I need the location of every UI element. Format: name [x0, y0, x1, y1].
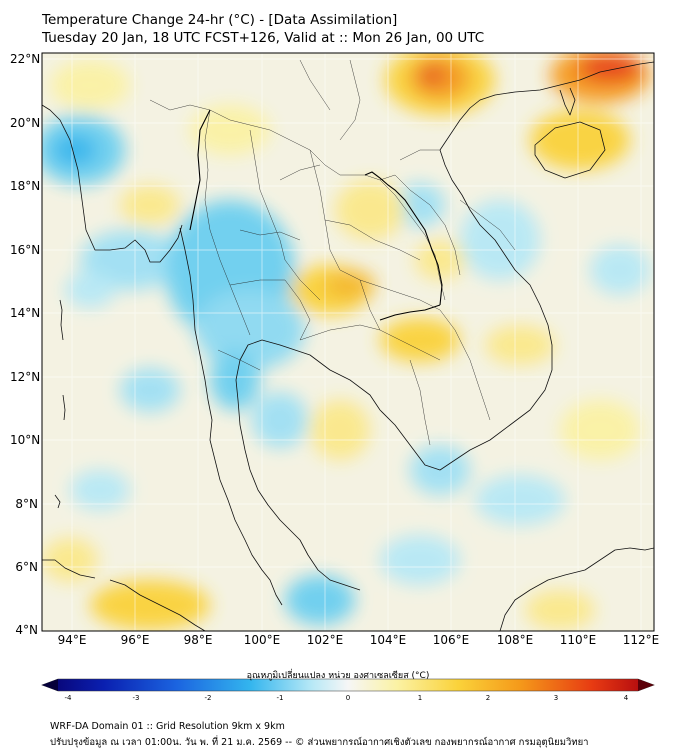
colorbar-tick: -3	[132, 694, 140, 702]
colorbar-tick: -1	[276, 694, 284, 702]
lat-label-16n: 16°N	[10, 243, 41, 257]
map-subtitle: Tuesday 20 Jan, 18 UTC FCST+126, Valid a…	[42, 30, 485, 46]
footer-credit: ปรับปรุงข้อมูล ณ เวลา 01:00น. วัน พ. ที่…	[50, 737, 589, 748]
lat-label-14n: 14°N	[10, 306, 41, 320]
coastlines	[42, 61, 654, 631]
lon-label-106e: 106°E	[432, 633, 470, 647]
lon-label-104e: 104°E	[369, 633, 407, 647]
map-title: Temperature Change 24-hr (°C) - [Data As…	[42, 12, 398, 28]
admin-boundaries	[149, 59, 516, 446]
lon-label-100e: 100°E	[243, 633, 281, 647]
lat-label-4n: 4°N	[15, 623, 38, 637]
colorbar-tick: 2	[485, 694, 491, 702]
lon-label-94e: 94°E	[57, 633, 87, 647]
lat-label-22n: 22°N	[10, 52, 41, 66]
lon-label-96e: 96°E	[120, 633, 150, 647]
lat-label-18n: 18°N	[10, 179, 41, 193]
national-borders	[189, 109, 443, 321]
colorbar-tick: -4	[64, 694, 72, 702]
footer-model-info: WRF-DA Domain 01 :: Grid Resolution 9km …	[50, 721, 285, 732]
lat-label-12n: 12°N	[10, 370, 41, 384]
colorbar-tick: 4	[623, 694, 629, 702]
colorbar-label: อุณหภูมิเปลี่ยนแปลง หน่วย องศาเซลเซียส (…	[246, 671, 430, 681]
lat-label-20n: 20°N	[10, 116, 41, 130]
lon-label-112e: 112°E	[622, 633, 660, 647]
colorbar-tick: 0	[345, 694, 351, 702]
lon-label-98e: 98°E	[183, 633, 213, 647]
lon-label-110e: 110°E	[559, 633, 597, 647]
temperature-field	[42, 53, 654, 631]
colorbar-tick: 3	[553, 694, 559, 702]
lat-label-6n: 6°N	[15, 560, 38, 574]
colorbar-tick: -2	[204, 694, 212, 702]
lat-label-8n: 8°N	[15, 497, 38, 511]
colorbar-tick: 1	[417, 694, 423, 702]
lon-label-108e: 108°E	[496, 633, 534, 647]
colorbar	[41, 678, 655, 692]
lat-label-10n: 10°N	[10, 433, 41, 447]
lon-label-102e: 102°E	[306, 633, 344, 647]
